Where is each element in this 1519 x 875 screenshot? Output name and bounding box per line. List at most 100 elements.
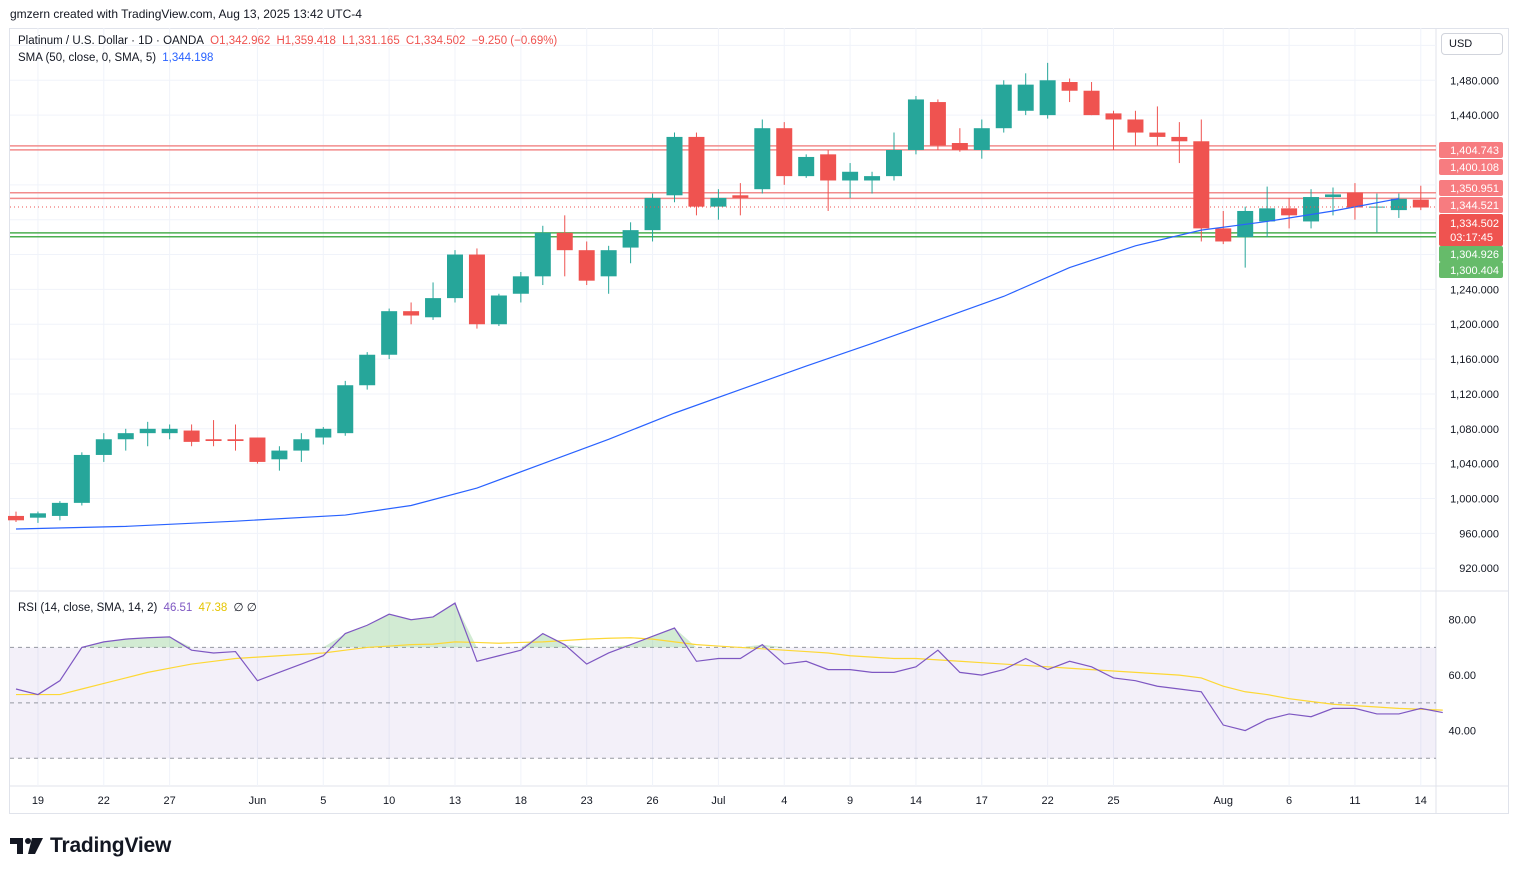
- level-label-text: 1,304.926: [1450, 249, 1499, 261]
- time-tick-label: 9: [847, 795, 853, 807]
- candle-body: [8, 515, 24, 521]
- candle: [183, 424, 200, 447]
- time-tick-label: Jun: [249, 795, 267, 807]
- level-label-box: [1439, 262, 1503, 278]
- candle-body: [183, 430, 200, 442]
- rsi-extra: ∅ ∅: [233, 602, 257, 614]
- candle-body: [1193, 141, 1210, 229]
- candle-body: [622, 230, 639, 248]
- level-label-box: [1439, 197, 1503, 213]
- time-tick-label: 17: [976, 795, 988, 807]
- candle-body: [578, 250, 595, 281]
- candle: [447, 250, 463, 303]
- open-value: O1,342.962: [210, 35, 271, 47]
- candle-body: [1039, 80, 1056, 116]
- candle: [732, 183, 749, 216]
- time-tick-label: Jul: [711, 795, 725, 807]
- tradingview-logo[interactable]: TradingView: [10, 834, 171, 858]
- level-label-text: 1,350.951: [1450, 183, 1499, 195]
- candle-body: [73, 454, 90, 503]
- rsi-label: RSI (14, close, SMA, 14, 2): [18, 602, 158, 614]
- candle: [842, 163, 859, 198]
- candle-body: [1346, 192, 1363, 208]
- level-label-box: [1439, 180, 1503, 196]
- level-price-label: 1,344.521: [1439, 197, 1503, 213]
- level-label-box: [1439, 246, 1503, 262]
- candle-body: [1149, 132, 1166, 137]
- countdown-text: 03:17:45: [1450, 232, 1493, 244]
- candle: [776, 122, 793, 185]
- low-value: L1,331.165: [342, 35, 400, 47]
- level-label-box: [1439, 142, 1503, 158]
- candle-body: [1281, 208, 1298, 216]
- candle-body: [886, 149, 902, 177]
- candle: [578, 241, 595, 286]
- candle: [644, 193, 661, 242]
- time-tick-label: 27: [164, 795, 176, 807]
- candle-body: [1171, 136, 1188, 142]
- time-tick-label: 5: [320, 795, 326, 807]
- candle-body: [249, 437, 266, 462]
- candle: [907, 95, 924, 155]
- candle: [293, 433, 310, 462]
- candle-body: [315, 428, 332, 438]
- level-label-text: 1,344.521: [1450, 200, 1499, 212]
- level-label-text: 1,404.743: [1450, 145, 1499, 157]
- sma-value: 1,344.198: [162, 52, 214, 64]
- candle-body: [1105, 113, 1122, 120]
- candle: [600, 245, 617, 294]
- candle-body: [293, 439, 310, 451]
- candle: [381, 308, 398, 360]
- change-value: −9.250 (−0.69%): [471, 35, 558, 47]
- candle-body: [359, 354, 376, 386]
- level-price-label: 1,350.951: [1439, 180, 1503, 196]
- candle: [534, 225, 551, 286]
- candle-body: [1083, 90, 1100, 116]
- currency-button[interactable]: USD: [1441, 33, 1503, 55]
- candle: [1105, 110, 1122, 150]
- candle-body: [1368, 206, 1385, 208]
- candle: [864, 171, 881, 194]
- price-tick-label: 1,160.000: [1450, 354, 1499, 366]
- candle-body: [556, 232, 573, 251]
- candle-body: [447, 254, 463, 299]
- candle-body: [666, 136, 683, 196]
- price-tick-label: 1,000.000: [1450, 494, 1499, 506]
- sma-legend[interactable]: SMA (50, close, 0, SMA, 5) 1,344.198: [18, 52, 216, 64]
- candle: [337, 380, 354, 436]
- candle-body: [381, 311, 398, 355]
- price-tick-label: 1,200.000: [1450, 319, 1499, 331]
- candle: [425, 282, 442, 320]
- time-tick-label: 10: [383, 795, 395, 807]
- candle: [710, 189, 727, 220]
- candle: [1368, 193, 1385, 233]
- rsi-line: [15, 602, 1443, 732]
- candle-body: [929, 102, 946, 146]
- symbol-name[interactable]: Platinum / U.S. Dollar · 1D · OANDA: [18, 35, 204, 47]
- candle: [1017, 73, 1034, 116]
- candle: [798, 154, 815, 178]
- candle-body: [776, 128, 793, 177]
- price-tick-label: 960.000: [1459, 528, 1499, 540]
- candle: [754, 119, 771, 194]
- price-tick-label: 1,480.000: [1450, 75, 1499, 87]
- candle: [820, 149, 837, 211]
- time-tick-label: 13: [449, 795, 461, 807]
- rsi-legend[interactable]: RSI (14, close, SMA, 14, 2) 46.51 47.38 …: [18, 600, 260, 614]
- candle: [139, 421, 156, 447]
- last-price-badge: 1,334.502 03:17:45: [1439, 214, 1503, 246]
- level-price-label: 1,300.404: [1439, 262, 1503, 278]
- close-value: C1,334.502: [405, 35, 466, 47]
- candle-body: [754, 128, 771, 190]
- candle: [161, 424, 178, 440]
- rsi-overbought-fill: [740, 644, 785, 648]
- candle: [249, 437, 266, 464]
- price-legend: Platinum / U.S. Dollar · 1D · OANDA O1,3…: [18, 35, 560, 47]
- price-tick-label: 1,120.000: [1450, 389, 1499, 401]
- candle-body: [1412, 199, 1429, 208]
- candle: [1193, 119, 1210, 242]
- price-tick-label: 920.000: [1459, 563, 1499, 575]
- rsi-value: 46.51: [163, 602, 193, 614]
- candle: [929, 99, 946, 150]
